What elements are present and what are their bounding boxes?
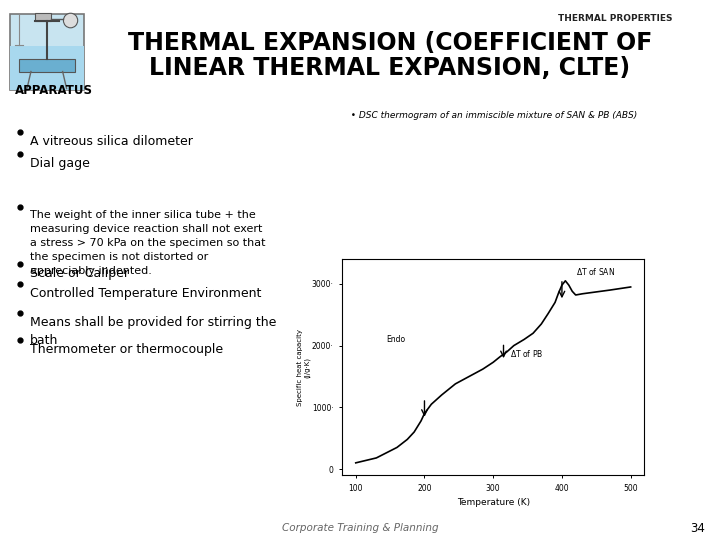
Text: Controlled Temperature Environment: Controlled Temperature Environment <box>30 287 261 300</box>
Text: THERMAL EXPANSION (COEFFICIENT OF: THERMAL EXPANSION (COEFFICIENT OF <box>128 31 652 55</box>
Text: Thermometer or thermocouple: Thermometer or thermocouple <box>30 343 223 356</box>
Text: $\Delta$T of SAN: $\Delta$T of SAN <box>576 266 615 277</box>
Bar <box>9 45 84 90</box>
Text: • DSC thermogram of an immiscible mixture of SAN & PB (ABS): • DSC thermogram of an immiscible mixtur… <box>345 111 637 119</box>
Text: Dial gage: Dial gage <box>30 157 90 170</box>
Text: The weight of the inner silica tube + the
measuring device reaction shall not ex: The weight of the inner silica tube + th… <box>30 210 266 276</box>
Text: Means shall be provided for stirring the
bath: Means shall be provided for stirring the… <box>30 316 276 347</box>
Text: $\Delta$T of PB: $\Delta$T of PB <box>510 348 544 359</box>
Y-axis label: Specific heat capacity
(J/g·K): Specific heat capacity (J/g·K) <box>297 329 310 406</box>
Text: Corporate Training & Planning: Corporate Training & Planning <box>282 523 438 533</box>
Text: 34: 34 <box>690 522 705 535</box>
Text: Endo: Endo <box>386 335 405 344</box>
Text: A vitreous silica dilometer: A vitreous silica dilometer <box>30 135 193 148</box>
Bar <box>19 59 74 71</box>
Text: THERMAL PROPERTIES: THERMAL PROPERTIES <box>558 15 673 23</box>
Text: LINEAR THERMAL EXPANSION, CLTE): LINEAR THERMAL EXPANSION, CLTE) <box>150 56 631 80</box>
Text: APPARATUS: APPARATUS <box>15 84 93 97</box>
Circle shape <box>63 13 78 28</box>
X-axis label: Temperature (K): Temperature (K) <box>456 498 530 507</box>
Text: Scale or Caliper: Scale or Caliper <box>30 267 129 280</box>
Bar <box>35 13 50 21</box>
